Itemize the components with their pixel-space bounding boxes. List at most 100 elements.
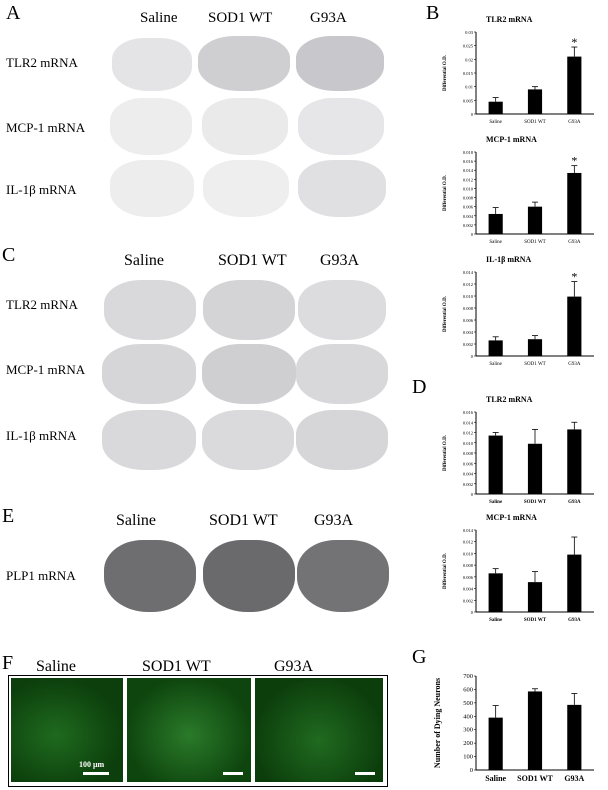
y-tick-label: 0.004: [463, 330, 474, 335]
y-tick-label: 0.006: [463, 205, 474, 210]
panel-e-row-plp1: PLP1 mRNA: [6, 568, 76, 583]
chart-d-mcp1: MCP-1 mRNA Differential O.D. 0 0.002 0.004 0.…: [443, 513, 594, 623]
y-tick-label: 0.002: [463, 598, 473, 603]
brain-section-c-tlr2-sod1wt: [203, 280, 295, 340]
panel-a-row-tlr2: TLR2 mRNA: [6, 55, 78, 70]
y-tick-label: 0.014: [463, 168, 474, 173]
y-tick-label: 0.012: [463, 431, 473, 436]
y-tick-label: 0: [471, 232, 474, 237]
y-tick-label: 0.014: [463, 420, 474, 425]
y-tick-label: 0.004: [463, 587, 474, 592]
bar: [567, 172, 582, 234]
brain-section-a-mcp1-saline: [110, 98, 192, 155]
panel-g-letter: G: [412, 646, 427, 668]
chart-d-tlr2: TLR2 mRNA Differential O.D. 0 0.002 0.004 0.0…: [443, 395, 594, 505]
brain-section-c-il1b-sod1wt: [202, 410, 294, 470]
brain-section-c-tlr2-g93a: [298, 280, 386, 340]
x-tick-label: G93A: [568, 362, 581, 367]
x-tick-label: G93A: [568, 500, 581, 505]
y-tick-label: 0.006: [463, 575, 474, 580]
y-tick-label: 500: [463, 700, 473, 707]
panel-c-letter: C: [2, 244, 16, 266]
bar: [527, 206, 543, 234]
y-tick-label: 0.02: [465, 57, 473, 62]
x-tick-label: SOD1 WT: [524, 120, 545, 125]
brain-section-c-tlr2-saline: [104, 280, 196, 340]
brain-section-a-mcp1-sod1wt: [202, 98, 288, 155]
x-tick-label: SOD1 WT: [524, 618, 547, 623]
y-tick-label: 0.016: [463, 410, 474, 415]
panel-c-row-il1b: IL-1β mRNA: [6, 428, 77, 443]
y-tick-label: 0: [471, 610, 474, 615]
x-tick-label: G93A: [564, 774, 584, 783]
bar: [567, 704, 582, 770]
panel-d-letter: D: [412, 376, 427, 398]
panel-c-col-saline: Saline: [124, 252, 164, 269]
y-tick-label: 0.008: [463, 563, 474, 568]
significance-marker: *: [571, 35, 577, 49]
chart-b-il1b: IL-1β mRNA Differential O.D. 0 0.002 0.004 0.…: [443, 255, 594, 367]
x-tick-label: G93A: [568, 240, 581, 245]
x-tick-label: Saline: [485, 774, 506, 783]
y-tick-label: 300: [463, 727, 473, 734]
panel-e-col-saline: Saline: [116, 512, 156, 529]
y-axis-label: Differential O.D.: [443, 295, 448, 332]
bar: [527, 691, 543, 770]
scale-bar: [83, 772, 109, 775]
panel-f-frame: [8, 675, 388, 787]
bar: [567, 296, 582, 356]
y-tick-label: 400: [463, 713, 473, 720]
y-axis-label: Differential O.D.: [443, 54, 448, 91]
x-tick-label: Saline: [489, 362, 502, 367]
panel-c-col-g93a: G93A: [320, 252, 360, 269]
x-tick-label: SOD1 WT: [517, 774, 553, 783]
y-tick-label: 0.03: [465, 30, 474, 35]
y-tick-label: 0.025: [463, 44, 474, 49]
panel-c-row-mcp1: MCP-1 mRNA: [6, 362, 86, 377]
panel-f-col-g93a: G93A: [274, 658, 314, 675]
y-axis-label: Number of Dying Neurons: [433, 678, 442, 768]
scale-bar: [223, 772, 243, 775]
panel-a-row-mcp1: MCP-1 mRNA: [6, 120, 86, 135]
x-tick-label: Saline: [489, 240, 502, 245]
panel-a-letter: A: [6, 2, 21, 24]
y-tick-label: 0.008: [463, 306, 474, 311]
y-tick-label: 0.01: [465, 85, 473, 90]
chart-b-mcp1: MCP-1 mRNA Differential O.D. 0 0.002 0.004 0.…: [443, 135, 594, 245]
x-tick-label: Saline: [489, 120, 502, 125]
panel-f-col-saline: Saline: [36, 658, 76, 675]
x-tick-label: G93A: [568, 618, 581, 623]
bar: [488, 101, 503, 114]
brain-section-c-mcp1-sod1wt: [202, 344, 296, 404]
brain-section-e-plp1-g93a: [297, 540, 389, 612]
bar: [488, 717, 503, 770]
y-tick-label: 0.004: [463, 214, 474, 219]
x-tick-label: G93A: [568, 120, 581, 125]
chart-g-dying-neurons: Number of Dying Neurons 0 100 200 300 400 500 6…: [433, 673, 594, 783]
bar: [527, 89, 543, 114]
y-tick-label: 600: [463, 686, 473, 693]
brain-section-c-mcp1-g93a: [296, 344, 388, 404]
panel-e-col-g93a: G93A: [314, 512, 354, 529]
y-tick-label: 0.010: [463, 294, 474, 299]
panel-f-col-sod1wt: SOD1 WT: [142, 658, 211, 675]
y-tick-label: 0.014: [463, 528, 474, 533]
chart-title: TLR2 mRNA: [486, 15, 533, 24]
significance-marker: *: [571, 154, 577, 168]
brain-section-a-il1b-g93a: [298, 160, 386, 217]
y-tick-label: 0.010: [463, 441, 474, 446]
y-tick-label: 0.002: [463, 482, 473, 487]
scale-bar-label: 100 μm: [79, 760, 105, 769]
y-tick-label: 700: [463, 673, 473, 680]
fluorescence-image-saline: 100 μm: [11, 678, 123, 782]
brain-section-a-il1b-sod1wt: [203, 160, 289, 217]
panel-a-col-sod1wt: SOD1 WT: [208, 10, 273, 26]
panel-a-col-g93a: G93A: [310, 10, 347, 26]
brain-section-a-tlr2-g93a: [296, 36, 384, 91]
y-tick-label: 0: [471, 354, 474, 359]
bar: [567, 429, 582, 494]
y-tick-label: 0.006: [463, 461, 474, 466]
significance-marker: *: [571, 270, 577, 284]
scale-bar: [355, 772, 375, 775]
fluorescence-image-g93a: [255, 678, 383, 782]
